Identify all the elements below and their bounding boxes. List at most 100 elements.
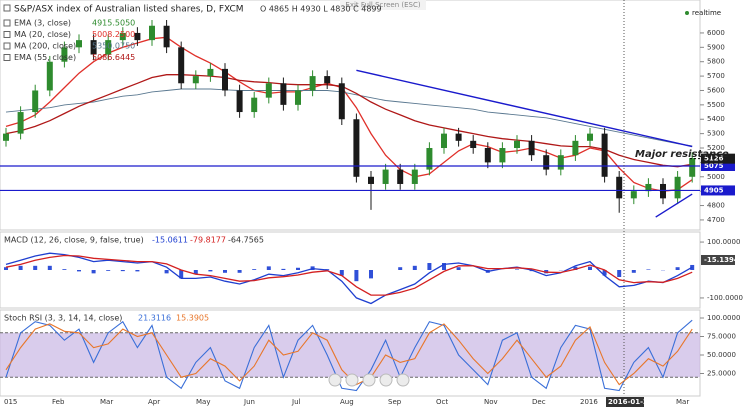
candle-body	[470, 140, 477, 149]
y-tick-label: 100.0000	[707, 238, 740, 246]
candle-body	[324, 76, 331, 84]
y-tick-label: 5200	[707, 144, 725, 152]
candle-body	[236, 90, 243, 113]
crosshair-date: 2016-01-21	[608, 398, 653, 406]
histogram-bar	[412, 265, 417, 270]
candle-body	[528, 140, 535, 156]
histogram-bar	[398, 267, 403, 270]
y-tick-label: 5600	[707, 86, 725, 94]
histogram-bar	[33, 265, 38, 270]
candle-body	[178, 47, 185, 84]
candle-body	[3, 133, 9, 141]
histogram-bar	[179, 270, 184, 279]
y-tick-label: 5300	[707, 130, 725, 138]
candle-body	[338, 83, 345, 120]
y-tick-label: 6000	[707, 29, 725, 37]
legend-value: 21.3116	[138, 314, 171, 323]
histogram-bar	[252, 269, 257, 270]
histogram-bar	[442, 263, 446, 270]
y-tick-label: 5400	[707, 115, 725, 123]
level-label: 5075	[704, 162, 724, 170]
legend-value: 5350.0750	[92, 42, 135, 51]
nav-button[interactable]	[345, 373, 359, 387]
legend-name: MA (20, close)	[14, 30, 71, 39]
histogram-bar	[602, 270, 607, 276]
x-tick-label: Aug	[340, 398, 354, 406]
histogram-bar	[456, 267, 461, 270]
x-tick-label: Feb	[52, 398, 65, 406]
nav-button[interactable]	[362, 373, 376, 387]
last-price: 5126	[704, 155, 724, 163]
histogram-bar	[106, 270, 111, 271]
x-tick-label: 015	[4, 398, 17, 406]
legend-value: 4915.5050	[92, 19, 135, 28]
x-tick-label: Mar	[676, 398, 689, 406]
ohlc: O 4865 H 4930 L 4830 C 4899	[260, 5, 382, 14]
legend-value: 5086.6445	[92, 53, 135, 62]
x-tick-label: Nov	[484, 398, 498, 406]
macd-last: -15.1394	[704, 256, 739, 264]
level-label-box	[701, 160, 735, 171]
trendline	[356, 69, 693, 148]
legend-checkbox	[3, 54, 11, 61]
legend-checkbox	[3, 19, 11, 27]
histogram-bar	[427, 263, 432, 270]
candle-body	[543, 155, 550, 170]
candle-body	[149, 25, 155, 41]
chart-title: S&P/ASX index of Australian listed share…	[14, 5, 244, 15]
exit-button[interactable]: Exit Full Screen (ESC)	[345, 1, 420, 9]
histogram-bar	[354, 270, 359, 282]
legend-name: EMA (55, close)	[14, 53, 76, 62]
crosshair-date-box	[606, 397, 644, 407]
candle-body	[514, 140, 520, 149]
candle-body	[119, 32, 126, 41]
histogram-bar	[266, 266, 271, 270]
x-tick-label: Jun	[243, 398, 255, 406]
legend-name: MA (200, close)	[14, 42, 76, 51]
nav-button[interactable]	[328, 373, 342, 387]
candle-body	[76, 40, 82, 48]
legend-value: -64.7565	[228, 236, 264, 245]
exit-button-bg[interactable]	[340, 0, 426, 10]
macd-line	[5, 254, 693, 296]
checkbox[interactable]	[3, 4, 11, 12]
candle-body	[689, 158, 696, 177]
candle-body	[309, 76, 316, 91]
histogram-bar	[77, 270, 81, 272]
level-label-box	[701, 185, 735, 196]
candle-body	[280, 83, 287, 105]
nav-button[interactable]	[379, 373, 393, 387]
candle-body	[397, 169, 404, 184]
trendline	[655, 193, 693, 218]
macd-last-box	[701, 255, 735, 265]
histogram-bar	[617, 270, 622, 277]
histogram-bar	[588, 266, 592, 270]
candle-body	[645, 183, 652, 192]
histogram-bar	[339, 270, 344, 276]
candle-body	[90, 40, 97, 55]
level-label: 4905	[704, 186, 724, 194]
realtime-dot	[685, 11, 689, 15]
nav-button[interactable]	[396, 373, 410, 387]
realtime: realtime	[692, 9, 721, 17]
histogram-bar	[675, 267, 680, 270]
legend-name: EMA (3, close)	[14, 19, 71, 28]
legend-value: -15.0611	[152, 236, 188, 245]
histogram-bar	[62, 269, 67, 270]
histogram-bar	[47, 265, 52, 270]
candle-body	[251, 97, 258, 113]
histogram-bar	[193, 270, 198, 275]
candle-body	[674, 176, 681, 199]
histogram-bar	[515, 269, 519, 270]
y-tick-label: 4700	[707, 216, 725, 224]
panel-title: Stoch RSI (3, 3, 14, 14, close)	[4, 314, 122, 323]
candle-body	[499, 148, 506, 163]
histogram-bar	[164, 270, 169, 274]
stoch-line	[5, 319, 693, 392]
histogram-bar	[296, 267, 300, 270]
moving-average	[5, 88, 693, 147]
legend-value: 5008.2500	[92, 30, 135, 39]
legend-checkbox	[3, 31, 11, 38]
macd-line	[5, 252, 693, 305]
y-tick-label: 4800	[707, 202, 725, 210]
